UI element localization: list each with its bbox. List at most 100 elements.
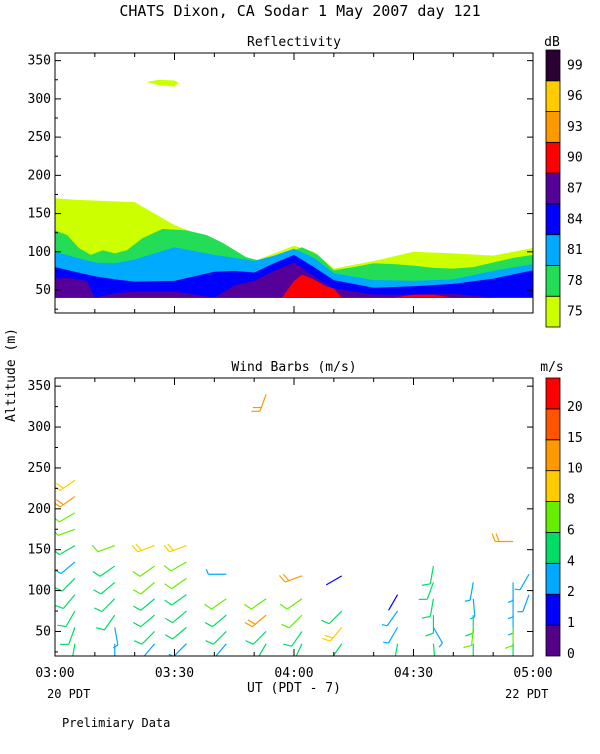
y-axis-label: Altitude (m) bbox=[4, 328, 19, 422]
reflectivity-y-tick-label: 100 bbox=[28, 245, 51, 260]
reflectivity-colorbar-label: 84 bbox=[567, 212, 583, 227]
wind-colorbar-label: 0 bbox=[567, 647, 575, 662]
reflectivity-colorbar-swatch bbox=[546, 173, 560, 204]
wind-barb bbox=[94, 582, 115, 594]
wind-colorbar-swatch bbox=[546, 532, 560, 563]
x-axis-label: UT (PDT - 7) bbox=[247, 681, 341, 696]
wind-colorbar-label: 1 bbox=[567, 616, 575, 631]
reflectivity-colorbar-swatch bbox=[546, 296, 560, 327]
wind-colorbar-label: 2 bbox=[567, 585, 575, 600]
wind-barb bbox=[205, 615, 226, 627]
reflectivity-colorbar-swatch bbox=[546, 204, 560, 235]
wind-barb bbox=[63, 644, 75, 663]
wind-barb bbox=[251, 394, 266, 411]
wind-barb bbox=[134, 631, 155, 644]
wind-barb-group bbox=[52, 394, 529, 665]
wind-barb bbox=[463, 627, 473, 647]
wind-barb bbox=[508, 582, 513, 602]
wind-colorbar-label: 20 bbox=[567, 400, 583, 415]
wind-barb bbox=[113, 627, 118, 648]
wind-barb bbox=[54, 578, 75, 591]
reflectivity-colorbar-label: 81 bbox=[567, 243, 583, 258]
wind-barb bbox=[133, 582, 154, 594]
wind-barb bbox=[280, 599, 302, 609]
wind-x-tick-label: 04:00 bbox=[274, 666, 313, 681]
wind-barb bbox=[133, 599, 154, 611]
reflectivity-colorbar-label: 87 bbox=[567, 182, 583, 197]
wind-barbs-x-axis: 03:00 03:30 04:00 04:30 05:00 bbox=[35, 378, 552, 681]
wind-barb bbox=[427, 644, 435, 666]
wind-x-tick-label: 03:00 bbox=[35, 666, 74, 681]
reflectivity-colorbar-swatch bbox=[546, 112, 560, 143]
reflectivity-blob-75 bbox=[147, 80, 179, 87]
wind-barb bbox=[515, 574, 529, 590]
reflectivity-colorbar-swatch bbox=[546, 50, 560, 81]
reflectivity-y-tick-label: 250 bbox=[28, 130, 51, 145]
wind-colorbar-swatch bbox=[546, 563, 560, 594]
reflectivity-area-group bbox=[55, 80, 533, 298]
wind-barb bbox=[422, 599, 434, 618]
wind-barb bbox=[55, 595, 75, 609]
wind-y-tick-label: 300 bbox=[28, 420, 51, 435]
wind-barb bbox=[210, 644, 227, 658]
wind-barb bbox=[321, 611, 342, 624]
wind-y-tick-label: 200 bbox=[28, 502, 51, 517]
wind-colorbar-swatch bbox=[546, 378, 560, 409]
reflectivity-y-tick-label: 200 bbox=[28, 168, 51, 183]
wind-barb bbox=[322, 627, 342, 641]
wind-barb bbox=[470, 599, 475, 619]
wind-colorbar-swatch bbox=[546, 625, 560, 656]
reflectivity-colorbar-label: 99 bbox=[567, 58, 583, 73]
wind-x-tick-label: 05:00 bbox=[513, 666, 552, 681]
reflectivity-colorbar-swatch bbox=[546, 265, 560, 296]
wind-barb bbox=[492, 534, 513, 542]
wind-y-tick-label: 150 bbox=[28, 543, 51, 558]
wind-barb bbox=[382, 611, 398, 626]
reflectivity-colorbar-label: 96 bbox=[567, 89, 583, 104]
wind-barb bbox=[94, 599, 115, 612]
wind-barb bbox=[246, 631, 267, 644]
date-left-label: 20 PDT bbox=[47, 687, 90, 701]
date-right-label: 22 PDT bbox=[505, 687, 548, 701]
reflectivity-y-tick-label: 150 bbox=[28, 207, 51, 222]
wind-barb bbox=[132, 544, 154, 552]
wind-barb bbox=[92, 545, 114, 551]
wind-barb bbox=[279, 574, 301, 582]
wind-y-tick-label: 100 bbox=[28, 584, 51, 599]
wind-colorbar-label: 10 bbox=[567, 462, 583, 477]
wind-barb bbox=[165, 627, 186, 639]
wind-barb bbox=[204, 599, 226, 609]
footnote: Prelimiary Data bbox=[62, 716, 170, 730]
wind-barb bbox=[53, 497, 75, 507]
wind-barb bbox=[389, 595, 398, 611]
wind-x-tick-label: 03:30 bbox=[155, 666, 194, 681]
wind-barb bbox=[283, 631, 302, 646]
wind-barb bbox=[133, 566, 155, 576]
wind-barb bbox=[165, 595, 187, 605]
wind-barb bbox=[383, 627, 397, 643]
wind-barb bbox=[206, 569, 226, 574]
wind-barb bbox=[165, 578, 187, 588]
wind-colorbar-label: 8 bbox=[567, 493, 575, 508]
reflectivity-colorbar-label: 75 bbox=[567, 305, 583, 320]
reflectivity-y-tick-label: 50 bbox=[35, 283, 51, 298]
wind-barb bbox=[465, 582, 473, 601]
reflectivity-units: dB bbox=[544, 35, 560, 50]
figure-title: CHATS Dixon, CA Sodar 1 May 2007 day 121 bbox=[119, 2, 480, 20]
reflectivity-colorbar-label: 78 bbox=[567, 274, 583, 289]
wind-barb bbox=[52, 529, 74, 535]
wind-barb bbox=[425, 615, 433, 636]
wind-colorbar-swatch bbox=[546, 594, 560, 625]
wind-barbs-title: Wind Barbs (m/s) bbox=[231, 360, 356, 375]
wind-colorbar-swatch bbox=[546, 471, 560, 502]
wind-barb bbox=[281, 615, 302, 628]
wind-barb bbox=[53, 513, 75, 522]
wind-barb bbox=[138, 644, 155, 658]
wind-barb bbox=[53, 480, 75, 490]
wind-x-tick-label: 04:30 bbox=[394, 666, 433, 681]
wind-colorbar-swatch bbox=[546, 409, 560, 440]
reflectivity-y-tick-label: 350 bbox=[28, 54, 51, 69]
wind-barb bbox=[517, 595, 529, 612]
